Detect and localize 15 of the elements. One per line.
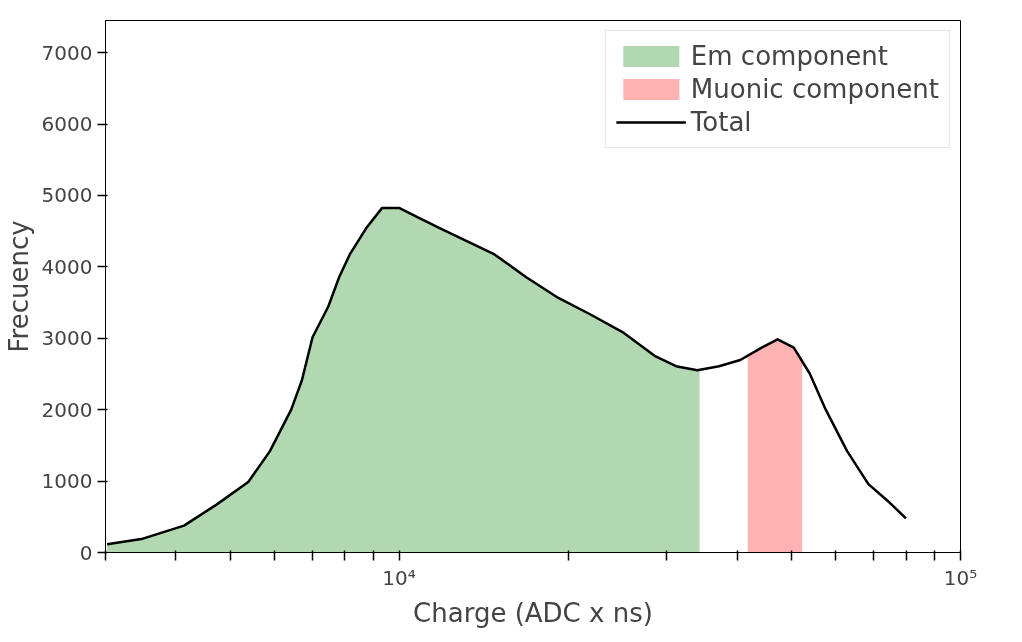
legend-label: Total — [690, 107, 752, 137]
y-tick-label: 0 — [79, 540, 93, 565]
y-tick-label: 4000 — [41, 254, 93, 279]
y-tick-label: 7000 — [41, 40, 93, 65]
y-tick-label: 3000 — [41, 326, 93, 351]
y-tick-label: 5000 — [41, 183, 93, 208]
x-tick-label: 10⁵ — [943, 565, 978, 590]
y-axis-title: Frecuency — [3, 220, 34, 353]
x-axis-title: Charge (ADC x ns) — [413, 597, 653, 628]
legend-label: Em component — [690, 41, 888, 71]
y-tick-label: 2000 — [41, 397, 93, 422]
y-tick-label: 6000 — [41, 112, 93, 137]
y-tick-label: 1000 — [41, 469, 93, 494]
legend-label: Muonic component — [690, 74, 939, 104]
x-tick-label: 10⁴ — [382, 565, 416, 590]
